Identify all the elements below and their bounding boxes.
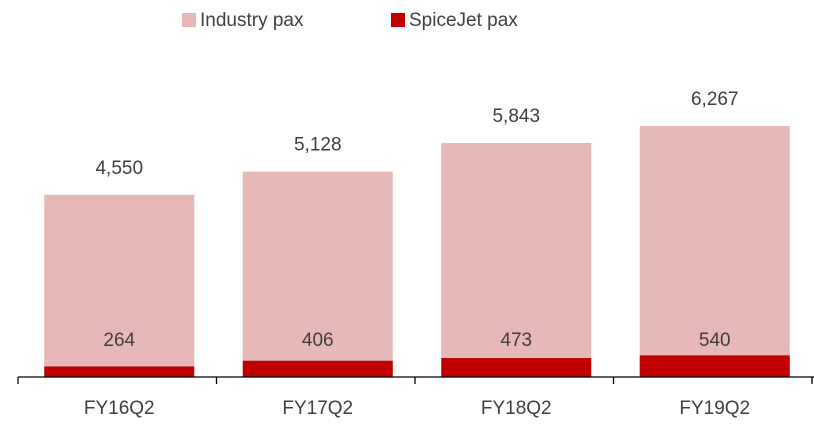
bar <box>44 194 195 377</box>
data-label: 540 <box>699 330 731 351</box>
legend-swatch <box>391 13 405 27</box>
data-label: 5,128 <box>294 135 342 156</box>
data-label: 406 <box>302 330 334 351</box>
data-label: 473 <box>500 330 532 351</box>
bar <box>639 355 790 377</box>
bar <box>242 171 393 377</box>
data-label: 6,267 <box>691 89 739 110</box>
x-tick-label: FY18Q2 <box>481 398 552 419</box>
data-label: 264 <box>103 330 135 351</box>
legend-swatch <box>182 13 196 27</box>
x-tick-label: FY19Q2 <box>679 398 750 419</box>
data-label: 4,550 <box>95 158 143 179</box>
legend-label: Industry pax <box>200 10 304 31</box>
legend-label: SpiceJet pax <box>409 10 518 31</box>
x-tick-label: FY17Q2 <box>282 398 353 419</box>
bar <box>441 142 592 377</box>
bar <box>242 360 393 377</box>
x-tick-label: FY16Q2 <box>84 398 155 419</box>
bar <box>441 358 592 377</box>
bar <box>44 366 195 377</box>
data-label: 5,843 <box>492 106 540 127</box>
bar <box>639 126 790 377</box>
